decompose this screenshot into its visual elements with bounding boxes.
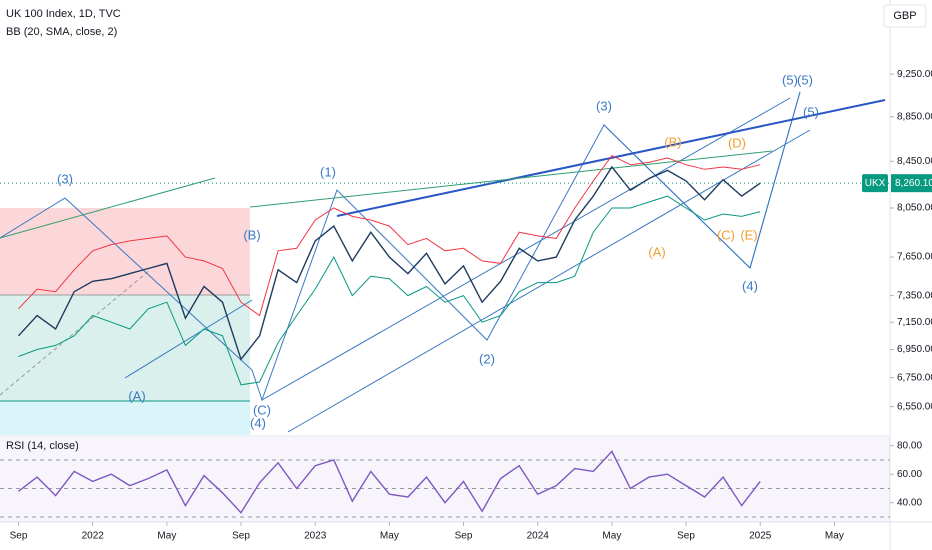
green-line [249, 150, 773, 208]
short-zone [0, 208, 250, 295]
x-tick-label: 2022 [82, 531, 105, 542]
y-tick-label: 7,150.00 [897, 317, 932, 328]
wave-label: (E) [740, 227, 757, 242]
wave-label: (C) [717, 227, 735, 242]
y-tick-label: 9,250.00 [897, 69, 932, 80]
currency-box[interactable] [883, 4, 927, 28]
wave-label: (3) [596, 98, 612, 113]
wave-label: (5) [803, 104, 819, 119]
chart-title: UK 100 Index, 1D, TVC [6, 8, 121, 20]
long-zone [0, 295, 250, 401]
wave-label: (5) [797, 72, 813, 87]
x-tick-label: 2025 [749, 531, 772, 542]
wave-label: (A) [128, 388, 145, 403]
x-tick-label: Sep [455, 531, 473, 542]
series-line [18, 154, 761, 317]
y-tick-label: 40.00 [897, 497, 922, 508]
last-price-label: 8,260.10 [895, 178, 932, 189]
rsi-title: RSI (14, close) [6, 440, 79, 452]
y-tick-label: 8,850.00 [897, 111, 932, 122]
symbol-box [862, 174, 888, 193]
y-tick-label: 7,650.00 [897, 252, 932, 263]
channel-line [749, 91, 801, 269]
x-tick-label: 2023 [304, 531, 327, 542]
wave-label: (3) [57, 171, 73, 186]
series-line [17, 165, 761, 361]
wave-label: (5) [782, 72, 798, 87]
dashed-line [0, 269, 151, 396]
wave-line [124, 299, 253, 379]
target-zone [0, 401, 250, 435]
channel-line [261, 97, 791, 401]
x-tick-label: 2024 [527, 531, 550, 542]
x-tick-label: Sep [10, 531, 28, 542]
trend-line [336, 99, 886, 217]
wave-label: (1) [320, 164, 336, 179]
rsi-pane [0, 437, 890, 522]
x-tick-label: May [157, 531, 176, 542]
y-tick-label: 7,350.00 [897, 290, 932, 301]
green-line [0, 177, 216, 239]
series-line [18, 195, 761, 386]
y-tick-label: 8,050.00 [897, 203, 932, 214]
y-tick-label: 6,750.00 [897, 372, 932, 383]
series-line [18, 450, 761, 514]
y-tick-label: 60.00 [897, 469, 922, 480]
wave-label: (C) [253, 402, 271, 417]
y-tick-label: 6,950.00 [897, 344, 932, 355]
wave-label: (2) [479, 351, 495, 366]
x-tick-label: May [825, 531, 844, 542]
channel-line [603, 124, 751, 269]
wave-label: (B) [664, 134, 681, 149]
x-tick-label: Sep [677, 531, 695, 542]
wave-label: (D) [728, 135, 746, 150]
indicator-label: BB (20, SMA, close, 2) [6, 26, 117, 38]
y-tick-label: 80.00 [897, 440, 922, 451]
x-tick-label: Sep [232, 531, 250, 542]
wave-label: (4) [742, 278, 758, 293]
x-tick-label: May [380, 531, 399, 542]
wave-label: (4) [250, 415, 266, 430]
wave-label: (B) [243, 227, 260, 242]
wave-label: (A) [648, 244, 665, 259]
y-tick-label: 6,550.00 [897, 401, 932, 412]
last-price-box [891, 174, 932, 193]
currency[interactable]: GBP [893, 10, 916, 22]
symbol-label: UKX [865, 178, 886, 189]
x-tick-label: May [602, 531, 621, 542]
y-tick-label: 8,450.00 [897, 156, 932, 167]
